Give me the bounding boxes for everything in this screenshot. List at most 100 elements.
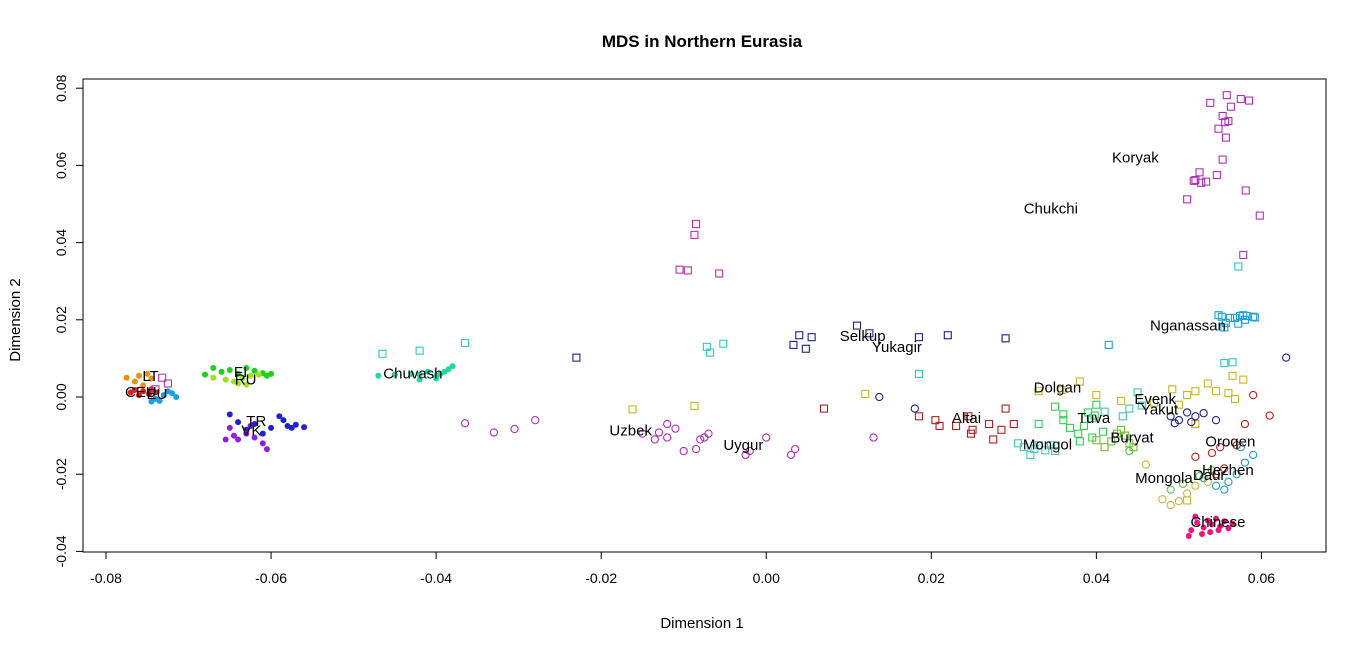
data-point	[202, 371, 209, 378]
data-point	[226, 366, 233, 373]
data-point	[1241, 186, 1250, 195]
data-point	[235, 370, 242, 377]
y-tick-label: -0.02	[53, 458, 69, 490]
data-point	[408, 370, 415, 377]
group-label-chukchi: Chukchi	[1024, 201, 1078, 218]
data-point	[1051, 402, 1060, 411]
data-point	[1224, 477, 1233, 487]
data-point	[654, 428, 664, 437]
data-point	[989, 435, 998, 444]
series-tuva	[1034, 400, 1108, 446]
data-point	[276, 413, 283, 420]
data-point	[1174, 497, 1184, 506]
data-point	[239, 375, 246, 382]
data-point	[985, 419, 994, 429]
data-point	[786, 450, 796, 460]
data-point	[572, 353, 581, 362]
data-point	[1107, 437, 1116, 446]
y-axis: -0.04 -0.02 0.00 0.02 0.04 0.06 0.08	[53, 74, 84, 567]
series-uzbek	[460, 416, 713, 456]
data-point	[1224, 389, 1233, 398]
data-point	[1117, 425, 1126, 434]
data-point	[1225, 525, 1232, 532]
data-point	[415, 346, 424, 355]
data-point	[226, 424, 233, 431]
data-point	[1228, 371, 1237, 380]
series-hezhen	[1199, 443, 1258, 494]
data-point	[1019, 443, 1028, 452]
group-label-eu: EU	[146, 386, 167, 403]
data-point	[1075, 377, 1084, 386]
series-ceu	[127, 386, 159, 399]
data-point	[131, 387, 138, 394]
series-vk	[222, 422, 270, 453]
data-point	[865, 329, 874, 338]
data-point	[875, 392, 884, 402]
data-point	[210, 365, 217, 372]
data-point	[1026, 450, 1035, 459]
data-point	[424, 368, 431, 375]
data-point	[1239, 250, 1248, 260]
data-point	[1195, 168, 1204, 177]
data-point	[1051, 446, 1060, 456]
data-point	[1121, 431, 1130, 440]
data-point	[1088, 433, 1097, 442]
data-point	[861, 389, 870, 398]
group-label-mongola: Mongola	[1135, 470, 1193, 487]
data-point	[1092, 400, 1101, 409]
group-label-chuvash: Chuvash	[383, 365, 442, 382]
series-koryak	[1183, 91, 1264, 260]
group-label-dolgan: Dolgan	[1034, 379, 1082, 396]
data-point	[1183, 195, 1192, 204]
data-point	[1178, 479, 1188, 488]
data-point	[222, 436, 229, 443]
data-point	[1183, 496, 1192, 505]
x-tick-label: -0.06	[255, 570, 287, 586]
data-point	[789, 340, 798, 349]
data-point	[140, 388, 147, 395]
data-point	[449, 363, 456, 370]
series-selkup	[572, 321, 1010, 362]
group-label-hezhen: Hezhen	[1202, 462, 1254, 479]
data-point	[1187, 417, 1196, 427]
data-point	[1213, 515, 1220, 522]
data-point	[1183, 391, 1192, 400]
data-point	[1239, 375, 1248, 384]
data-point	[226, 411, 233, 418]
data-point	[943, 331, 952, 340]
data-point	[997, 425, 1006, 434]
data-point	[1249, 450, 1258, 460]
data-point	[1001, 334, 1010, 343]
data-point	[1088, 414, 1097, 423]
data-point	[1207, 448, 1217, 458]
data-point	[1220, 323, 1229, 332]
data-point	[1034, 387, 1043, 396]
data-point	[433, 375, 440, 382]
series-eu	[148, 388, 180, 405]
series-nganassan	[1104, 311, 1259, 349]
data-point	[1074, 429, 1083, 438]
data-point	[700, 433, 709, 442]
data-point	[1203, 477, 1212, 487]
group-label-daur: Daur	[1193, 467, 1226, 484]
data-point	[914, 333, 923, 342]
data-point	[1182, 408, 1192, 417]
group-label-oroqen: Oroqen	[1205, 433, 1255, 450]
data-point	[1221, 318, 1230, 327]
data-point	[460, 338, 470, 348]
series-daur	[1125, 446, 1217, 494]
data-point	[1234, 262, 1243, 271]
data-point	[869, 433, 878, 442]
data-point	[123, 374, 130, 381]
data-point	[1059, 410, 1068, 419]
data-point	[136, 392, 143, 399]
data-point	[230, 432, 237, 439]
data-point	[1220, 464, 1229, 473]
data-point	[1221, 518, 1228, 525]
data-point	[1141, 460, 1151, 469]
data-point	[1216, 443, 1225, 452]
data-point	[1202, 177, 1211, 186]
data-point	[1137, 401, 1146, 410]
group-label-fi: FI	[234, 364, 247, 381]
